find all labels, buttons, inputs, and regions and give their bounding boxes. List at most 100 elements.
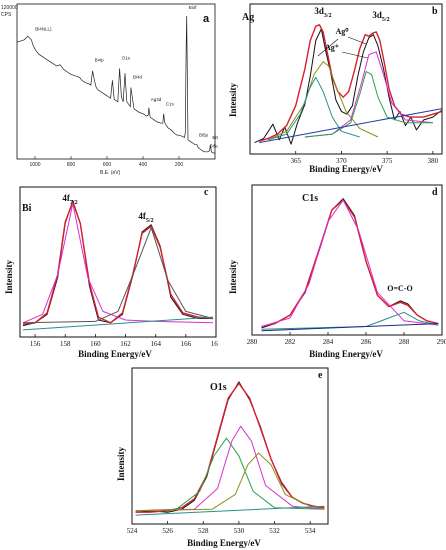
chart-c: c Bi Intensity Binding Energy/eV 156 158 1… xyxy=(4,186,218,359)
x-tick-label: 158 xyxy=(60,340,71,348)
panel-d: d C1s Intensity Binding Energy/eV 280 282… xyxy=(224,181,446,361)
peak-label: Ag3d xyxy=(151,97,162,102)
series-background xyxy=(135,505,325,516)
series-peak-3 xyxy=(135,452,325,512)
series-background xyxy=(22,316,214,331)
x-tick-label: 280 xyxy=(247,338,258,346)
y-axis-label: Intensity xyxy=(228,83,238,118)
series-raw xyxy=(22,200,213,327)
x-tick-label: 164 xyxy=(150,340,161,348)
peak-label: Bi5d xyxy=(210,143,218,148)
x-axis-label: Binding Energy/eV xyxy=(309,164,383,174)
peak-label-ag0: Ag⁰ xyxy=(336,27,350,36)
x-tick-label: 400 xyxy=(139,162,148,168)
x-tick-label: 288 xyxy=(399,338,410,346)
x-axis-label: Binding Energy/eV xyxy=(78,349,152,359)
x-tick-label: 524 xyxy=(127,527,138,535)
peak-label: O1s xyxy=(122,55,131,60)
series-ag-3d3-2 xyxy=(304,71,433,138)
chart-a: 120000 CPS a B.E. (eV) 1000 800 600 400 200 B… xyxy=(1,3,218,176)
chart-d: d C1s Intensity Binding Energy/eV 280 282… xyxy=(228,184,446,359)
peak-label-o-c-o: O=C-O xyxy=(387,284,412,293)
x-tick-label: 1000 xyxy=(29,162,40,168)
series-c1s xyxy=(261,199,439,327)
x-tick-label: 168 xyxy=(211,340,218,348)
x-tick-label: 365 xyxy=(290,157,301,165)
chart-title: O1s xyxy=(210,382,227,393)
panel-label: b xyxy=(432,6,438,17)
peak-label-4f-5-2: 4f5/2 xyxy=(138,211,153,224)
x-tick-label: 530 xyxy=(234,527,245,535)
panel-b: b Ag Intensity Binding Energy/eV 365 370 3… xyxy=(224,0,446,176)
x-tick-label: 526 xyxy=(162,527,173,535)
series-ag-3d5-2 xyxy=(268,76,360,141)
panel-e: e O1s Intensity Binding Energy/eV 524 526… xyxy=(112,364,330,550)
panel-c: c Bi Intensity Binding Energy/eV 156 158 1… xyxy=(0,181,218,361)
peak-label: Bi4p xyxy=(95,58,105,63)
x-tick-label: 375 xyxy=(382,157,393,165)
x-tick-label: 534 xyxy=(305,527,316,535)
annotation-arrow xyxy=(347,36,367,45)
y-top-label: 120000 xyxy=(1,5,18,11)
x-tick-label: 532 xyxy=(269,527,280,535)
peak-label: Bi5s xyxy=(212,135,218,140)
series-ag-3d5-2 xyxy=(268,61,379,141)
chart-b: b Ag Intensity Binding Energy/eV 365 370 3… xyxy=(228,3,443,174)
series-background xyxy=(259,108,443,144)
x-tick-label: 162 xyxy=(120,340,131,348)
peak-label-ag-plus: Ag⁺ xyxy=(325,43,339,52)
plot-frame xyxy=(19,186,217,338)
peak-label-3d-3-2: 3d3/2 xyxy=(314,6,331,19)
panel-label: c xyxy=(204,187,209,198)
chart-title: Ag xyxy=(242,12,254,23)
series-raw xyxy=(254,28,443,145)
x-axis-label: B.E. (eV) xyxy=(100,170,121,176)
plot-frame xyxy=(249,3,443,155)
peak-label-4f-7-2: 4f7/2 xyxy=(62,193,77,206)
x-tick-label: 286 xyxy=(361,338,372,346)
peak-label: Bi4d xyxy=(133,74,143,79)
annotation-arrow xyxy=(317,38,339,57)
x-tick-label: 166 xyxy=(181,340,192,348)
y-axis-label: Intensity xyxy=(228,260,238,295)
x-axis-label: Binding Energy/eV xyxy=(309,349,383,359)
series-4f5-2 xyxy=(22,227,214,324)
panel-a: 120000 CPS a B.E. (eV) 1000 800 600 400 200 B… xyxy=(0,0,218,176)
x-tick-label: 160 xyxy=(90,340,101,348)
chart-title: Bi xyxy=(22,203,32,214)
x-tick-label: 290 xyxy=(437,338,446,346)
plot-frame xyxy=(251,184,443,336)
panel-label: e xyxy=(318,370,323,381)
series-fit xyxy=(22,201,214,325)
y-axis-label: Intensity xyxy=(116,447,126,482)
x-tick-label: 156 xyxy=(30,340,41,348)
peak-label: C1s xyxy=(166,102,175,107)
series-4f7-2 xyxy=(22,203,214,324)
series-fit xyxy=(258,24,443,142)
y-axis-label: Intensity xyxy=(4,260,14,295)
x-tick-label: 284 xyxy=(323,338,334,346)
x-tick-label: 528 xyxy=(198,527,209,535)
chart-e: e O1s Intensity Binding Energy/eV 524 526… xyxy=(116,367,329,548)
plot-frame xyxy=(16,3,216,160)
peak-label: Bi4f xyxy=(189,5,198,10)
x-tick-label: 800 xyxy=(67,162,76,168)
x-tick-label: 600 xyxy=(103,162,112,168)
chart-title: C1s xyxy=(302,193,318,204)
x-tick-label: 200 xyxy=(175,162,184,168)
panel-label: d xyxy=(432,187,438,198)
series-background xyxy=(261,323,439,332)
x-tick-label: 380 xyxy=(428,157,439,165)
peak-label: Bi4NLL) xyxy=(35,27,52,32)
series-peak-1 xyxy=(135,437,325,512)
y-axis-label: CPS xyxy=(1,12,12,18)
x-tick-label: 370 xyxy=(336,157,347,165)
series-fit xyxy=(261,199,439,328)
series-peak-2 xyxy=(135,425,325,512)
series-survey xyxy=(16,15,215,154)
plot-frame xyxy=(131,367,329,525)
peak-label-3d-5-2: 3d5/2 xyxy=(372,10,389,23)
x-axis-label: Binding Energy/eV xyxy=(187,538,261,548)
x-tick-label: 282 xyxy=(285,338,296,346)
panel-label: a xyxy=(203,13,210,25)
